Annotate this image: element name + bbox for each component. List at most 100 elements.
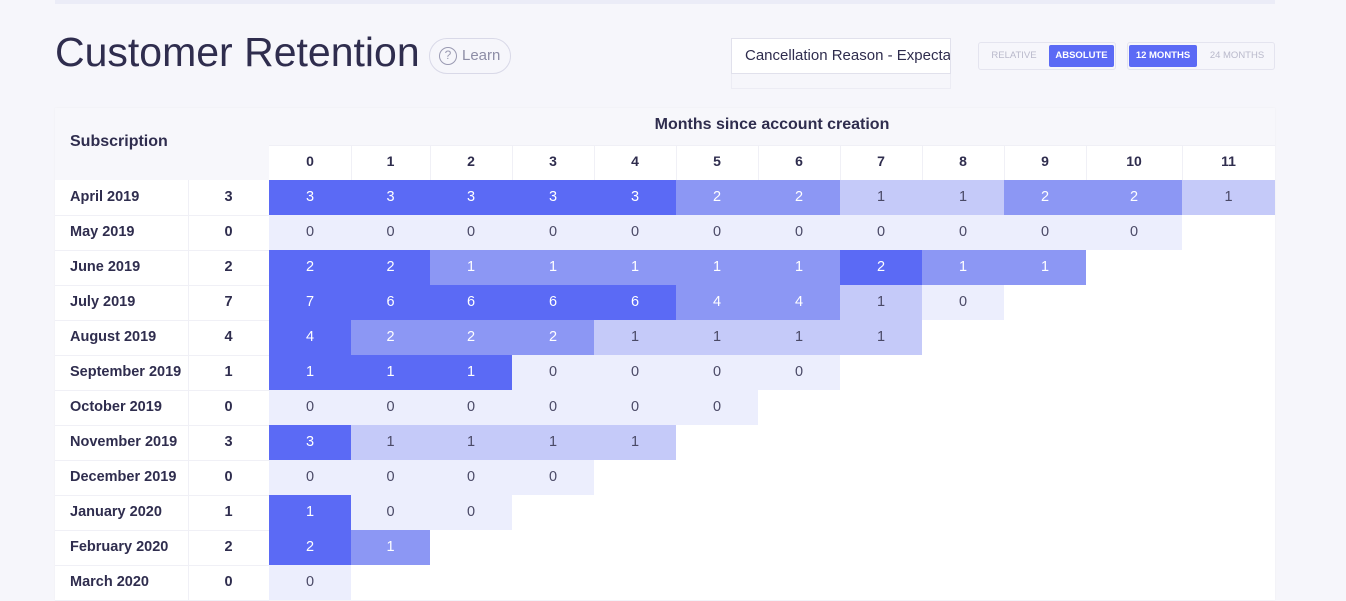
retention-cell: 0 xyxy=(1086,215,1182,250)
retention-cell: 0 xyxy=(1004,215,1086,250)
retention-cell: 3 xyxy=(594,180,676,215)
retention-cell: 6 xyxy=(430,285,512,320)
row-separator xyxy=(188,180,189,215)
column-header: 8 xyxy=(959,153,967,169)
column-header: 0 xyxy=(306,153,314,169)
column-header: 6 xyxy=(795,153,803,169)
retention-cell: 4 xyxy=(758,285,840,320)
row-separator xyxy=(188,250,189,285)
row-separator xyxy=(55,530,269,531)
retention-cell: 1 xyxy=(922,180,1004,215)
retention-cell: 2 xyxy=(351,320,430,355)
column-separator xyxy=(1182,145,1183,180)
retention-cell: 0 xyxy=(512,460,594,495)
column-header: 3 xyxy=(549,153,557,169)
row-separator xyxy=(55,320,269,321)
retention-cell: 0 xyxy=(351,460,430,495)
retention-cell: 0 xyxy=(269,215,351,250)
row-label: December 2019 xyxy=(70,469,177,485)
retention-cell: 7 xyxy=(269,285,351,320)
row-separator xyxy=(55,215,269,216)
column-group-header: Months since account creation xyxy=(654,116,890,133)
dropdown-shadow xyxy=(731,74,951,89)
retention-cell: 1 xyxy=(351,355,430,390)
row-label: June 2019 xyxy=(70,259,141,275)
retention-cell: 6 xyxy=(594,285,676,320)
row-separator xyxy=(55,355,269,356)
retention-cell: 1 xyxy=(594,250,676,285)
retention-cell: 0 xyxy=(430,495,512,530)
column-header: 5 xyxy=(713,153,721,169)
retention-cell: 2 xyxy=(840,250,922,285)
row-separator xyxy=(188,425,189,460)
row-separator xyxy=(188,355,189,390)
retention-cell: 0 xyxy=(594,390,676,425)
row-label: February 2020 xyxy=(70,539,169,555)
row-separator xyxy=(188,285,189,320)
row-separator xyxy=(55,285,269,286)
row-count: 1 xyxy=(224,504,233,520)
retention-cell: 1 xyxy=(269,495,351,530)
column-header: 7 xyxy=(877,153,885,169)
retention-cell: 0 xyxy=(430,215,512,250)
retention-cell: 0 xyxy=(922,285,1004,320)
retention-cell: 0 xyxy=(594,355,676,390)
retention-cell: 0 xyxy=(430,460,512,495)
toggle-option[interactable]: ABSOLUTE xyxy=(1049,45,1114,67)
learn-button[interactable]: ? Learn xyxy=(429,38,511,74)
retention-cell: 1 xyxy=(512,250,594,285)
row-separator xyxy=(188,215,189,250)
row-header: Subscription xyxy=(70,133,168,150)
column-separator xyxy=(1086,145,1087,180)
retention-cell: 0 xyxy=(430,390,512,425)
retention-cell: 0 xyxy=(594,215,676,250)
row-label: October 2019 xyxy=(70,399,162,415)
row-separator xyxy=(55,565,269,566)
toggle-option[interactable]: 24 MONTHS xyxy=(1209,50,1265,61)
retention-cell: 1 xyxy=(594,320,676,355)
retention-cell: 1 xyxy=(430,425,512,460)
column-header: 10 xyxy=(1126,153,1142,169)
toggle-option[interactable]: 12 MONTHS xyxy=(1129,45,1197,67)
retention-cell: 1 xyxy=(676,320,758,355)
retention-cell: 1 xyxy=(1004,250,1086,285)
row-count: 4 xyxy=(224,329,233,345)
retention-cell: 0 xyxy=(512,390,594,425)
toggle-option[interactable]: RELATIVE xyxy=(991,50,1037,61)
retention-cell: 1 xyxy=(922,250,1004,285)
column-separator xyxy=(351,145,352,180)
row-separator xyxy=(188,565,189,600)
column-separator xyxy=(594,145,595,180)
row-separator xyxy=(188,495,189,530)
retention-cell: 0 xyxy=(676,215,758,250)
row-label: August 2019 xyxy=(70,329,157,345)
retention-cell: 0 xyxy=(269,390,351,425)
retention-cell: 1 xyxy=(758,320,840,355)
column-separator xyxy=(430,145,431,180)
retention-cell: 0 xyxy=(676,355,758,390)
column-separator xyxy=(758,145,759,180)
retention-cell: 1 xyxy=(676,250,758,285)
retention-cell: 0 xyxy=(758,355,840,390)
column-header: 4 xyxy=(631,153,639,169)
retention-cell: 2 xyxy=(676,180,758,215)
reason-dropdown[interactable]: Cancellation Reason - Expectat xyxy=(731,38,951,74)
row-label: November 2019 xyxy=(70,434,178,450)
row-separator xyxy=(55,425,269,426)
row-separator xyxy=(55,460,269,461)
row-count: 2 xyxy=(224,539,233,555)
retention-cell: 2 xyxy=(1086,180,1182,215)
retention-cell: 1 xyxy=(840,320,922,355)
retention-cell: 2 xyxy=(430,320,512,355)
retention-cell: 2 xyxy=(269,250,351,285)
row-count: 0 xyxy=(224,224,233,240)
row-count: 0 xyxy=(224,574,233,590)
row-count: 0 xyxy=(224,399,233,415)
row-count: 7 xyxy=(224,294,233,310)
retention-cell: 2 xyxy=(758,180,840,215)
retention-cell: 1 xyxy=(351,425,430,460)
row-label: July 2019 xyxy=(70,294,136,310)
row-count: 3 xyxy=(224,189,233,205)
retention-cell: 1 xyxy=(840,180,922,215)
retention-cell: 0 xyxy=(676,390,758,425)
